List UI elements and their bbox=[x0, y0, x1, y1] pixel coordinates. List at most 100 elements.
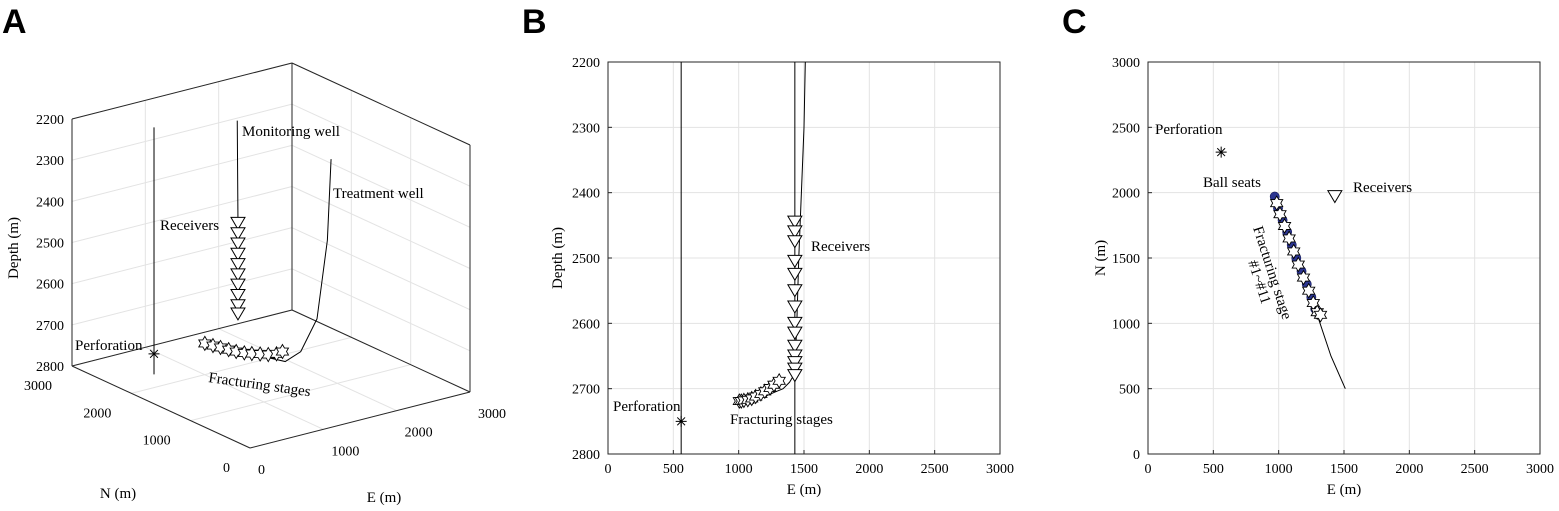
panel-c-letter: C bbox=[1062, 3, 1087, 41]
panel-a-backwall-gridline bbox=[71, 268, 293, 326]
panel-b-axes-frame bbox=[607, 61, 1001, 455]
panel-a-z-tick-label: 2500 bbox=[36, 237, 64, 252]
panel-a-sidewall-gridline bbox=[291, 186, 471, 269]
panel-a-n-tick-label: 0 bbox=[223, 461, 230, 476]
panel-c-gridlines bbox=[1147, 61, 1541, 455]
panel-b-y-tick-label: 2500 bbox=[572, 252, 600, 267]
panel-c-y-tick-label: 2000 bbox=[1112, 187, 1140, 202]
panel-c-receivers-marker bbox=[1326, 190, 1343, 204]
panel-a-receivers-marker bbox=[230, 268, 246, 282]
panel-b-receivers-marker bbox=[786, 362, 803, 377]
panel-b-letter: B bbox=[522, 3, 547, 41]
panel-c-y-tick-label: 0 bbox=[1133, 448, 1140, 463]
panel-a-box-edge bbox=[71, 62, 293, 120]
panel-a-sidewall-gridline bbox=[291, 103, 471, 187]
panel-a-receivers-label: Receivers bbox=[160, 218, 219, 234]
panel-b-y-tick-label: 2800 bbox=[572, 448, 600, 463]
panel-c-fracturing-stage-1-11-marker bbox=[1273, 206, 1287, 223]
panel-c-x-tick-label: 1500 bbox=[1330, 462, 1358, 477]
panel-a-e-tick-label: 3000 bbox=[478, 407, 506, 422]
panel-c-data bbox=[1215, 146, 1346, 389]
panel-a-box-edge bbox=[71, 365, 251, 449]
panel-a-backwall-gridline bbox=[71, 144, 293, 202]
panel-b-x-tick-label: 2000 bbox=[855, 462, 883, 477]
panel-b-x-tick-label: 0 bbox=[605, 462, 612, 477]
panel-c-x-tick-label: 1000 bbox=[1265, 462, 1293, 477]
panel-a-receivers-marker bbox=[230, 288, 246, 303]
panel-b-receivers-marker bbox=[786, 316, 803, 331]
panel-c-y-axis-label: N (m) bbox=[1093, 240, 1109, 276]
panel-b-fracturing-stages-marker bbox=[772, 372, 787, 389]
panel-b-y-axis-label: Depth (m) bbox=[550, 227, 566, 289]
panel-a-backwall-gridline bbox=[71, 227, 293, 285]
panel-b-x-tick-label: 1000 bbox=[725, 462, 753, 477]
panel-b-y-tick-label: 2300 bbox=[572, 121, 600, 136]
panel-b-receivers-marker bbox=[786, 326, 803, 341]
panel-b-y-tick-label: 2600 bbox=[572, 317, 600, 332]
panel-b-receivers-marker bbox=[786, 225, 803, 239]
panel-b-receivers-marker bbox=[786, 339, 803, 354]
panel-c-perforation-marker bbox=[1215, 146, 1227, 158]
panel-b-x-tick-label: 3000 bbox=[986, 462, 1014, 477]
panel-a-sidewall-gridline bbox=[291, 144, 471, 228]
panel-c-x-axis-label: E (m) bbox=[1327, 482, 1362, 498]
panel-c-fracturing-stage-1-11-marker bbox=[1301, 282, 1316, 299]
panel-a-z-tick-label: 2200 bbox=[36, 113, 64, 128]
panel-a-floor-gridline bbox=[218, 328, 397, 412]
panel-a-fracturing-stages-label: Fracturing stages bbox=[207, 370, 311, 400]
panel-a-receivers-marker bbox=[230, 307, 246, 321]
panel-a-box-edge bbox=[291, 62, 471, 146]
panel-b-y-tick-label: 2200 bbox=[572, 56, 600, 71]
panel-c-fracturing-stage-1-11-marker bbox=[1296, 269, 1311, 286]
panel-c-y-tick-label: 2500 bbox=[1112, 121, 1140, 136]
panel-c-x-tick-label: 2500 bbox=[1461, 462, 1489, 477]
panel-b-receivers-marker bbox=[786, 300, 803, 314]
panel-c-map-view: C 0 500 1000 1500 2000 2500 3000 0 500 1000 1500 20… bbox=[1062, 3, 1554, 498]
panel-a-z-tick-label: 2800 bbox=[36, 360, 64, 375]
panel-a-e-axis-label: E (m) bbox=[367, 490, 402, 506]
panel-c-fracturing-stage-1-11-marker bbox=[1269, 195, 1284, 212]
panel-b-fracturing-stages-label: Fracturing stages bbox=[730, 412, 833, 428]
panel-a-z-tick-label: 2600 bbox=[36, 278, 64, 293]
panel-b-x-tick-label: 2500 bbox=[921, 462, 949, 477]
panel-a-e-tick-label: 0 bbox=[258, 463, 265, 478]
panel-c-ball-seats-label: Ball seats bbox=[1203, 175, 1261, 191]
panel-b-receivers-marker bbox=[786, 215, 803, 230]
panel-a-receivers-marker bbox=[230, 227, 246, 241]
panel-b-y-tick-label: 2400 bbox=[572, 187, 600, 202]
panel-a-box-edges bbox=[71, 62, 471, 449]
panel-c-axes-frame bbox=[1147, 61, 1541, 455]
panel-c-x-tick-label: 2000 bbox=[1395, 462, 1423, 477]
panel-b-x-axis-label: E (m) bbox=[787, 482, 822, 498]
panel-a-floor-gridline bbox=[131, 336, 352, 394]
panel-c-fracturing-stage-1-11-marker bbox=[1282, 230, 1296, 247]
panel-a-perforation-label: Perforation bbox=[75, 338, 143, 354]
panel-c-fracturing-stage-1-11-marker bbox=[1313, 306, 1328, 323]
panel-a-backwall-gridline bbox=[71, 103, 293, 161]
panel-b-receivers-marker bbox=[786, 349, 803, 363]
panel-a-n-tick-label: 3000 bbox=[24, 379, 52, 394]
panel-c-x-tick-label: 3000 bbox=[1526, 462, 1554, 477]
panel-a-receivers-marker bbox=[230, 278, 246, 293]
panel-b-y-tick-label: 2700 bbox=[572, 383, 600, 398]
panel-c-receivers-label: Receivers bbox=[1353, 180, 1412, 196]
panel-a-backwall-gridline bbox=[71, 186, 293, 243]
panel-a-receivers-marker bbox=[230, 299, 246, 313]
panel-b-x-tick-label: 500 bbox=[663, 462, 684, 477]
panel-b-x-tick-label: 1500 bbox=[790, 462, 818, 477]
panel-b-receivers-marker bbox=[786, 267, 803, 282]
panel-b-perforation-label: Perforation bbox=[613, 399, 681, 415]
panel-a-3d-view: A 0 1000 2000 3000 0 1000 2000 3000 2200 2300 2400… bbox=[2, 3, 506, 506]
panel-c-y-tick-label: 500 bbox=[1119, 383, 1140, 398]
panel-b-receivers-marker bbox=[786, 284, 803, 298]
panel-b-receivers-marker bbox=[786, 235, 803, 249]
panel-a-receivers-marker bbox=[230, 258, 246, 272]
panel-c-fracturing-stage-1-11-marker bbox=[1286, 243, 1301, 260]
panel-a-z-tick-label: 2700 bbox=[36, 319, 64, 334]
panel-a-letter: A bbox=[2, 3, 27, 41]
panel-b-perforation-marker bbox=[675, 415, 687, 427]
panel-a-n-tick-label: 2000 bbox=[83, 406, 111, 421]
panel-c-perforation-label: Perforation bbox=[1155, 122, 1223, 138]
panel-c-x-tick-label: 0 bbox=[1145, 462, 1152, 477]
